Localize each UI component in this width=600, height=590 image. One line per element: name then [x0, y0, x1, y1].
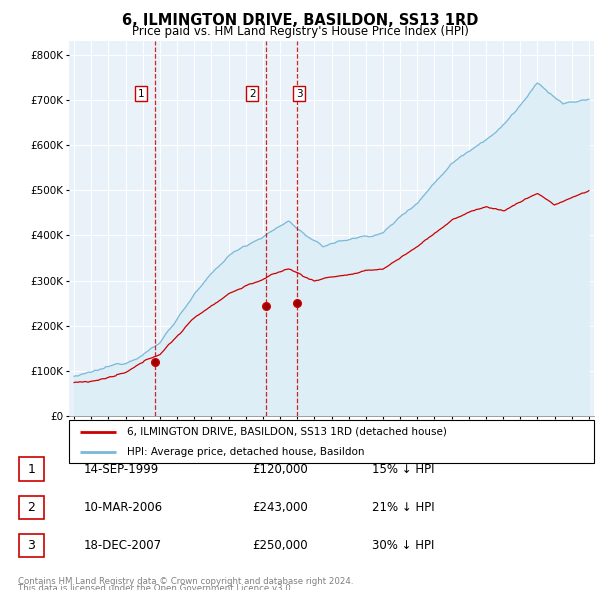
Text: 18-DEC-2007: 18-DEC-2007	[84, 539, 162, 552]
Text: HPI: Average price, detached house, Basildon: HPI: Average price, detached house, Basi…	[127, 447, 364, 457]
FancyBboxPatch shape	[19, 496, 44, 519]
Text: 3: 3	[28, 539, 35, 552]
Text: 6, ILMINGTON DRIVE, BASILDON, SS13 1RD: 6, ILMINGTON DRIVE, BASILDON, SS13 1RD	[122, 13, 478, 28]
Text: 6, ILMINGTON DRIVE, BASILDON, SS13 1RD (detached house): 6, ILMINGTON DRIVE, BASILDON, SS13 1RD (…	[127, 427, 446, 437]
Text: This data is licensed under the Open Government Licence v3.0.: This data is licensed under the Open Gov…	[18, 584, 293, 590]
Text: 21% ↓ HPI: 21% ↓ HPI	[372, 501, 434, 514]
Text: 1: 1	[138, 88, 145, 99]
Text: 30% ↓ HPI: 30% ↓ HPI	[372, 539, 434, 552]
FancyBboxPatch shape	[69, 420, 594, 463]
Text: £243,000: £243,000	[252, 501, 308, 514]
Text: 14-SEP-1999: 14-SEP-1999	[84, 463, 159, 476]
Text: 1: 1	[28, 463, 35, 476]
Text: 2: 2	[249, 88, 256, 99]
Text: 3: 3	[296, 88, 302, 99]
Text: 15% ↓ HPI: 15% ↓ HPI	[372, 463, 434, 476]
FancyBboxPatch shape	[19, 534, 44, 558]
Text: £250,000: £250,000	[252, 539, 308, 552]
Text: Price paid vs. HM Land Registry's House Price Index (HPI): Price paid vs. HM Land Registry's House …	[131, 25, 469, 38]
Text: £120,000: £120,000	[252, 463, 308, 476]
FancyBboxPatch shape	[19, 457, 44, 481]
Text: Contains HM Land Registry data © Crown copyright and database right 2024.: Contains HM Land Registry data © Crown c…	[18, 577, 353, 586]
Text: 10-MAR-2006: 10-MAR-2006	[84, 501, 163, 514]
Text: 2: 2	[28, 501, 35, 514]
